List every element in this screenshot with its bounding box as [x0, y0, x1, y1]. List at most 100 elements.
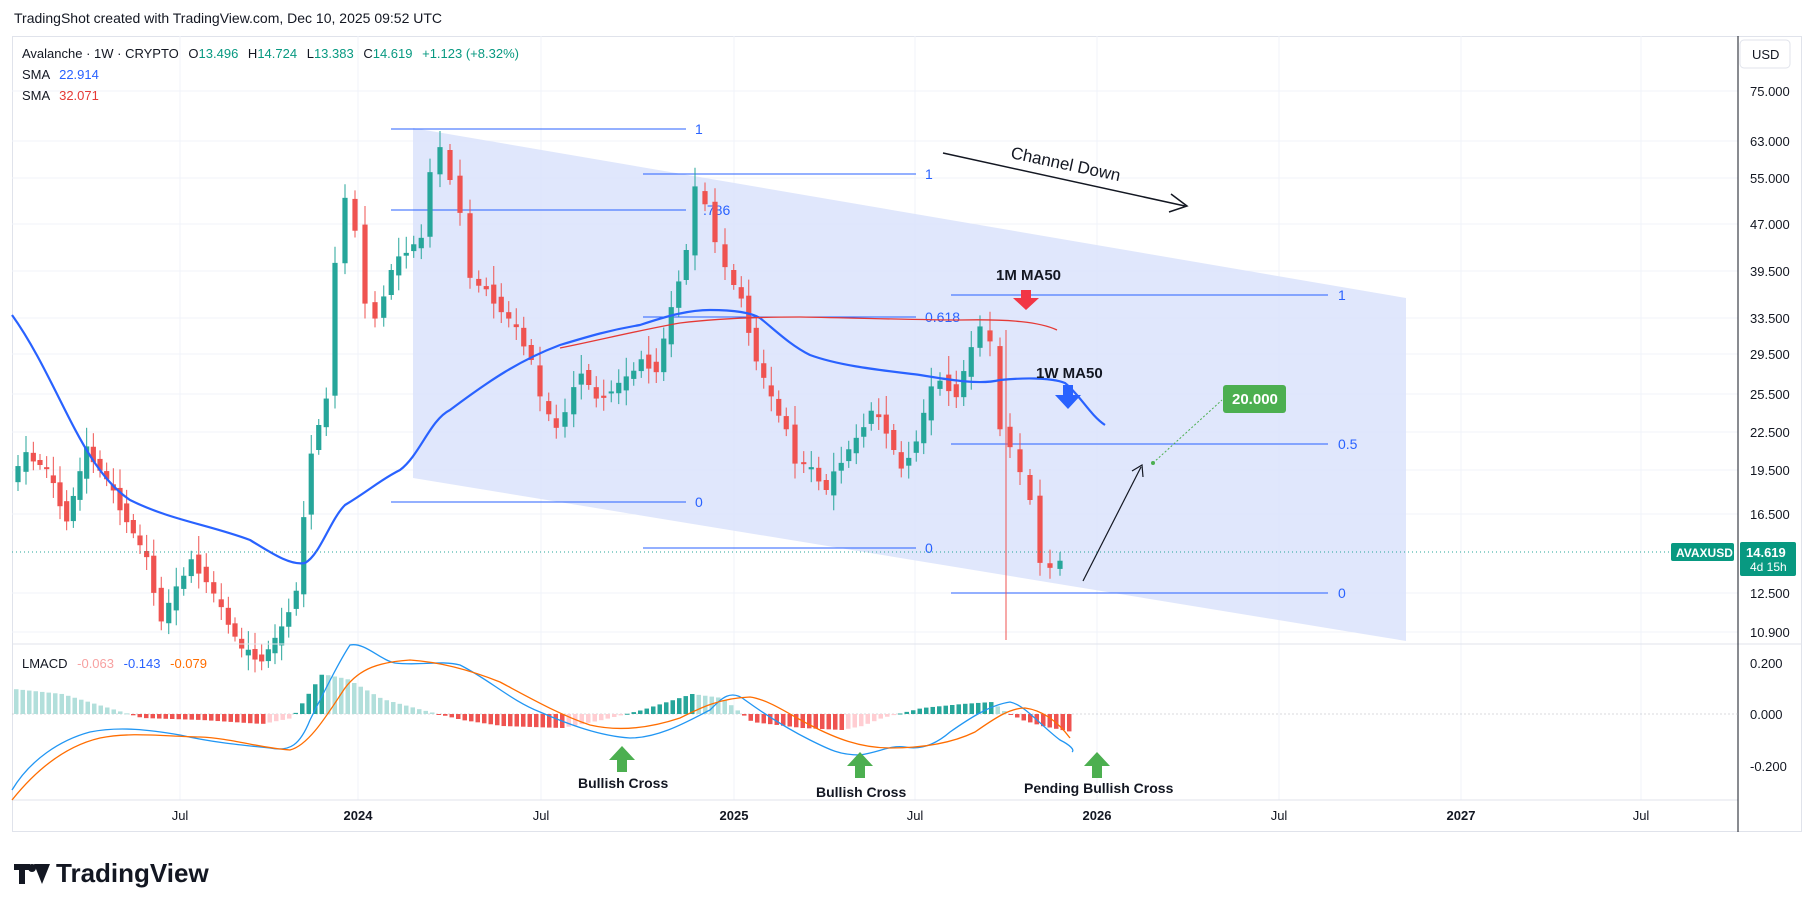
- macd-hist-bar: [137, 714, 142, 718]
- macd-hist-bar: [904, 711, 909, 714]
- macd-hist-bar: [976, 702, 981, 714]
- tradingview-logo[interactable]: TradingView: [14, 858, 209, 889]
- candle-body: [1007, 426, 1013, 448]
- candle-body: [946, 374, 952, 392]
- macd-hist-bar: [436, 714, 441, 715]
- candle-body: [211, 582, 217, 594]
- macd-tick-0: 0.200: [1750, 656, 1783, 671]
- macd-hist-bar: [352, 683, 357, 714]
- candle-body: [97, 458, 103, 471]
- macd-hist-bar: [124, 713, 129, 715]
- macd-tick-2: -0.200: [1750, 759, 1787, 774]
- macd-hist-bar: [963, 703, 968, 714]
- macd-hist-bar: [300, 703, 305, 714]
- macd-hist-bar: [397, 703, 402, 714]
- price-tick-11: 12.500: [1750, 586, 1790, 601]
- macd-hist-bar: [599, 714, 604, 721]
- macd-v2: -0.143: [124, 656, 161, 671]
- macd-hist-bar: [404, 705, 409, 714]
- macd-hist-bar: [59, 693, 64, 714]
- candle-body: [876, 414, 882, 418]
- time-tick-1: 2024: [344, 808, 374, 823]
- candle-body: [23, 452, 29, 472]
- macd-hist-bar: [170, 714, 175, 719]
- candle-body: [457, 175, 463, 213]
- bullish-cross-arrow-1-icon: [609, 746, 635, 772]
- macd-hist-bar: [781, 714, 786, 726]
- candle-body: [70, 495, 76, 522]
- macd-hist-bar: [189, 714, 194, 720]
- fib-label-c05: 0.5: [1338, 436, 1358, 452]
- candle-body: [968, 347, 974, 377]
- macd-hist-bar: [313, 684, 318, 714]
- candle-body: [84, 446, 90, 479]
- candle-body: [853, 437, 859, 454]
- time-tick-3: 2025: [720, 808, 749, 823]
- macd-histogram: [14, 674, 1072, 732]
- macd-hist-bar: [456, 714, 461, 719]
- candle-body: [608, 391, 614, 394]
- macd-hist-bar: [657, 704, 662, 714]
- macd-hist-bar: [995, 706, 1000, 714]
- candle-body: [921, 412, 927, 444]
- macd-hist-bar: [319, 674, 324, 714]
- candle-body: [15, 466, 21, 483]
- macd-hist-bar: [638, 710, 643, 714]
- price-tick-9: 19.500: [1750, 463, 1790, 478]
- macd-hist-bar: [865, 714, 870, 724]
- chart-frame[interactable]: [12, 36, 1802, 832]
- candle-body: [467, 213, 473, 278]
- macd-hist-bar: [579, 714, 584, 725]
- target-label: 20.000: [1232, 391, 1278, 408]
- candle-body: [64, 501, 70, 522]
- macd-hist-bar: [410, 707, 415, 714]
- legend-h-label: H: [248, 46, 257, 61]
- macd-hist-bar: [605, 714, 610, 719]
- candle-body: [761, 363, 767, 378]
- macd-hist-bar: [514, 714, 519, 727]
- candle-body: [196, 554, 202, 574]
- macd-hist-bar: [85, 701, 90, 714]
- candle-body: [158, 587, 164, 622]
- candle-body: [838, 462, 844, 471]
- macd-hist-bar: [1015, 714, 1020, 718]
- candle-body: [265, 649, 271, 662]
- candle-body: [352, 198, 358, 231]
- last-price-value: 14.619: [1746, 545, 1786, 560]
- macd-hist-bar: [644, 708, 649, 714]
- channel-label: Channel Down: [1009, 143, 1122, 185]
- macd-hist-bar: [306, 693, 311, 714]
- price-tick-7: 25.500: [1750, 387, 1790, 402]
- macd-hist-bar: [794, 714, 799, 728]
- candle-body: [521, 327, 527, 347]
- macd-hist-bar: [1002, 711, 1007, 714]
- macd-hist-bar: [969, 703, 974, 714]
- macd-hist-bar: [566, 714, 571, 727]
- ma-1m-label: 1M MA50: [996, 267, 1061, 284]
- candle-body: [528, 345, 534, 360]
- candle-body: [616, 382, 622, 394]
- candle-body: [861, 427, 867, 437]
- tradingview-logo-text: TradingView: [56, 858, 209, 888]
- macd-hist-bar: [768, 714, 773, 725]
- candle-body: [259, 654, 265, 662]
- price-tick-3: 47.000: [1750, 217, 1790, 232]
- macd-hist-bar: [833, 714, 838, 730]
- macd-hist-bar: [755, 714, 760, 723]
- time-tick-2: Jul: [533, 808, 550, 823]
- macd-hist-bar: [748, 714, 753, 721]
- macd-hist-bar: [53, 693, 58, 714]
- macd-hist-bar: [956, 704, 961, 714]
- candle-body: [868, 410, 874, 424]
- macd-hist-bar: [1067, 714, 1072, 732]
- candle-body: [553, 418, 559, 428]
- candle-body: [953, 384, 959, 398]
- currency-label: USD: [1752, 47, 1779, 62]
- macd-hist-bar: [852, 714, 857, 728]
- currency-button[interactable]: [1739, 39, 1791, 69]
- red-down-arrow-icon: [1013, 290, 1039, 310]
- candle-body: [722, 244, 728, 268]
- macd-hist-bar: [209, 714, 214, 721]
- fib-label-b618: 0.618: [925, 309, 960, 325]
